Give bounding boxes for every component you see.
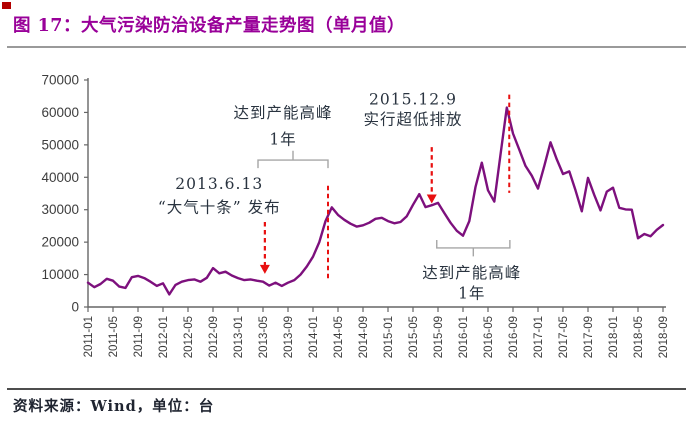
production-line	[86, 106, 665, 296]
footer-divider	[7, 388, 686, 390]
annotation-text-line: 达到产能高峰	[422, 264, 521, 282]
annotation-label-capacity-peak-2016: 达到产能高峰 1年	[422, 264, 521, 303]
title-divider	[7, 46, 686, 48]
y-tick-label: 0	[71, 300, 79, 315]
corner-red-marker	[2, 2, 11, 9]
annotation-text-line: 2015.12.9	[369, 90, 457, 108]
x-tick-label: 2011-09	[133, 316, 145, 357]
x-tick-label: 2015-09	[433, 316, 445, 358]
x-tick-label: 2013-09	[283, 316, 295, 358]
x-tick-label: 2017-09	[583, 316, 595, 358]
x-tick-label: 2013-05	[258, 316, 270, 358]
y-tick-label: 60000	[41, 105, 79, 120]
x-tick-label: 2018-09	[658, 316, 670, 358]
annotation-bracket-2014	[257, 150, 329, 169]
x-tick-label: 2014-01	[308, 316, 320, 358]
range-bracket	[257, 150, 329, 169]
annotation-label-2013-policy: 2013.6.13 “大气十条” 发布	[158, 175, 281, 216]
x-tick-label: 2018-05	[633, 316, 645, 358]
source-note: 资料来源：Wind，单位：台	[13, 398, 215, 415]
x-tick-label: 2015-01	[383, 316, 395, 358]
x-tick-label: 2017-05	[558, 316, 570, 358]
annotation-label-2015-policy: 2015.12.9 实行超低排放	[363, 90, 462, 129]
x-tick-label: 2013-01	[233, 316, 245, 358]
x-tick-label: 2016-01	[458, 316, 470, 358]
y-tick-label: 10000	[41, 267, 79, 282]
x-tick-label: 2012-05	[183, 316, 195, 358]
x-tick-label: 2015-05	[408, 316, 420, 358]
annotation-label-capacity-peak-2014: 达到产能高峰 1年	[233, 104, 332, 149]
x-tick-label: 2011-01	[83, 316, 95, 357]
annotation-text-line: 1年	[269, 131, 296, 149]
annotation-text-line: 1年	[458, 285, 485, 303]
x-tick-label: 2016-09	[508, 316, 520, 358]
range-bracket	[436, 239, 511, 257]
arrow-head-icon	[426, 194, 437, 204]
annotation-bracket-2016	[436, 239, 511, 257]
x-tick-label: 2012-01	[158, 316, 170, 358]
x-tick-label: 2017-01	[533, 316, 545, 358]
y-tick-label: 20000	[41, 235, 79, 250]
y-tick-label: 40000	[41, 170, 79, 185]
annotation-text-line: “大气十条” 发布	[158, 198, 281, 216]
annotation-arrow-2015-policy	[426, 147, 437, 204]
annotation-arrow-2013-policy	[259, 222, 270, 274]
annotation-text-line: 达到产能高峰	[233, 104, 332, 122]
y-tick-label: 30000	[41, 202, 79, 217]
figure-title: 图 17：大气污染防治设备产量走势图（单月值）	[13, 16, 405, 36]
y-tick-label: 70000	[41, 73, 79, 88]
y-tick-label: 50000	[41, 137, 79, 152]
x-tick-label: 2011-05	[108, 316, 120, 357]
x-tick-label: 2018-01	[608, 316, 620, 358]
annotation-text-line: 实行超低排放	[363, 111, 462, 129]
x-tick-label: 2014-09	[358, 316, 370, 358]
x-tick-label: 2012-09	[208, 316, 220, 358]
annotation-text-line: 2013.6.13	[175, 175, 263, 193]
arrow-head-icon	[259, 264, 270, 274]
x-tick-label: 2014-05	[333, 316, 345, 358]
x-tick-label: 2016-05	[483, 316, 495, 358]
